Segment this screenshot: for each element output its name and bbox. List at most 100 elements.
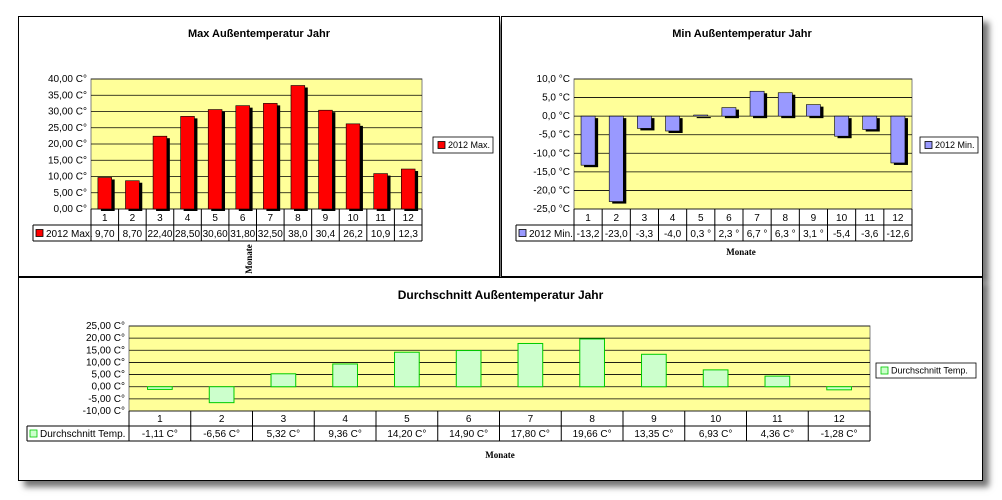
table-value: -23,0 [605,229,628,240]
table-value: 3,1 ° [803,229,824,240]
y-tick-label: -10,0 °C [533,148,570,159]
table-row-label: Durchschnitt Temp. [40,429,125,440]
y-tick-label: 20,00 C° [48,139,87,150]
category-label: 6 [726,213,732,224]
y-tick-label: 40,00 C° [48,74,87,85]
category-label: 7 [528,414,534,425]
y-tick-label: 30,00 C° [48,107,87,118]
table-value: -12,6 [887,229,910,240]
table-value: 9,70 [95,229,115,240]
bar [152,135,168,210]
y-tick-label: -15,0 °C [533,167,570,178]
table-legend-key [35,229,44,237]
bar [517,342,544,388]
table-value: 32,50 [258,229,283,240]
table-value: -5,4 [833,229,851,240]
table-value: 2,3 ° [719,229,740,240]
table-value: 28,50 [175,229,200,240]
table-value: 38,0 [288,229,308,240]
bar [806,104,821,117]
category-label: 5 [404,414,410,425]
bar [97,177,112,210]
legend-key [437,141,446,149]
category-label: 5 [212,213,218,224]
y-tick-label: -5,00 C° [88,394,125,405]
bar [834,115,849,137]
table-value: 31,80 [230,229,255,240]
category-label: 4 [670,213,676,224]
category-label: 4 [342,414,348,425]
category-label: 8 [295,213,301,224]
y-tick-label: 25,00 C° [48,123,87,134]
chart-title: Min Außentemperatur Jahr [672,28,812,40]
table-value: 30,4 [316,229,336,240]
table-value: 6,3 ° [775,229,796,240]
y-tick-label: -10,00 C° [83,406,125,417]
table-value: 4,36 C° [761,429,794,440]
category-label: 2 [130,213,136,224]
y-tick-label: -5,0 °C [539,130,570,141]
chart-title: Durchschnitt Außentemperatur Jahr [397,288,604,302]
y-tick-label: 10,00 C° [86,357,125,368]
category-label: 10 [836,213,848,224]
category-label: 7 [754,213,760,224]
bar [826,386,852,391]
bar [290,85,306,210]
category-label: 7 [268,213,274,224]
bar [890,115,906,164]
table-value: 26,2 [343,229,363,240]
bar [665,115,680,132]
bar [764,375,791,388]
legend-key [924,141,933,149]
category-label: 11 [375,213,386,224]
bar [235,105,250,210]
legend-label: 2012 Max. [448,140,490,150]
bar [373,173,388,210]
table-value: -6,56 C° [203,429,240,440]
bar [401,168,416,210]
bar [332,363,358,388]
table-value: 17,80 C° [511,429,550,440]
average-temperature-chart: Durchschnitt Außentemperatur Jahr 25,00 … [18,277,983,481]
table-value: 30,60 [203,229,228,240]
average-chart-svg: 25,00 C°20,00 C°15,00 C°10,00 C° 5,00 C°0… [26,321,977,460]
y-tick-label: 35,00 C° [48,90,87,101]
legend-box [432,136,494,154]
table-value: 22,40 [147,229,172,240]
table-legend-key [518,229,527,237]
bar [777,92,793,117]
table-value: 12,3 [398,229,418,240]
bar [345,123,361,210]
category-label: 9 [651,414,657,425]
category-label: 12 [403,213,415,224]
table-legend-key [29,429,38,438]
legend-box [875,362,977,379]
category-label: 10 [710,414,722,425]
bar [637,115,652,129]
x-axis-title: Monate [244,244,254,274]
y-tick-label: 20,00 C° [86,333,125,344]
table-value: 13,35 C° [634,429,673,440]
table-value: 8,70 [123,229,143,240]
table-row-label: 2012 Min. [529,229,573,240]
y-tick-label: -25,0 °C [533,204,570,215]
category-label: 11 [865,213,876,224]
table-value: 14,90 C° [449,429,488,440]
category-label: 11 [772,414,783,425]
category-label: 8 [782,213,788,224]
category-label: 4 [185,213,191,224]
y-tick-label: -20,0 °C [533,185,570,196]
y-tick-label: 0,0 °C [542,111,570,122]
y-tick-label: 5,0 °C [542,93,570,104]
legend-box [919,136,979,154]
y-tick-label: 5,00 C° [54,188,87,199]
y-tick-label: 15,00 C° [48,155,87,166]
bar [270,373,297,388]
table-value: 6,7 ° [747,229,768,240]
x-axis-title: Monate [485,450,515,460]
table-row-label: 2012 Max. [46,229,93,240]
bar [693,114,709,117]
category-label: 3 [281,414,287,425]
table-value: 9,36 C° [328,429,361,440]
bar [147,386,173,390]
